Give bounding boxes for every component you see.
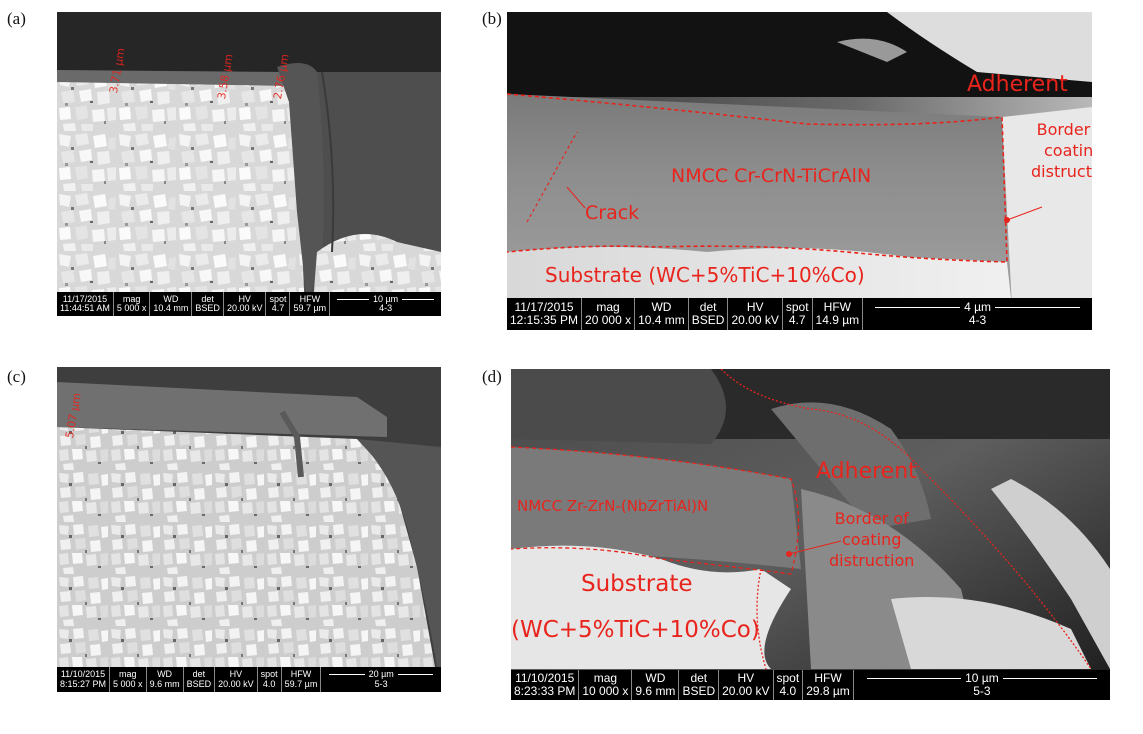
- annotation-crack: Crack: [585, 202, 640, 224]
- annotation-border: Border of coating distruction: [829, 509, 915, 570]
- annotation-substrate-composition: (WC+5%TiC+10%Co): [511, 617, 760, 643]
- sem-databar: 11/17/2015 11:44:51 AM mag 5 000 x WD 10.4 …: [57, 292, 441, 316]
- panel-a-label: (a): [7, 9, 26, 28]
- annotation-border: Border of coating distruction: [1031, 120, 1092, 181]
- annotation-substrate: Substrate (WC+5%TiC+10%Co): [545, 263, 865, 287]
- panel-d-label: (d): [482, 367, 502, 386]
- sem-databar: 11/17/2015 12:15:35 PM mag 20 000 x WD 10.4…: [507, 298, 1092, 330]
- annotation-adherent: Adherent: [967, 72, 1068, 97]
- annotation-coating: NMCC Cr-CrN-TiCrAlN: [671, 165, 872, 187]
- panel-b-image: Adherent Border of coating distruction N…: [507, 12, 1092, 330]
- panel-a-image: 3.71 µm 3.58 µm 2.76 µm 11/17/2015 11:44:…: [57, 12, 441, 316]
- annotation-coating: NMCC Zr-ZrN-(NbZrTiAl)N: [517, 497, 709, 515]
- annotation-adherent: Adherent: [816, 459, 917, 484]
- sem-databar: 11/10/2015 8:15:27 PM mag 5 000 x WD 9.6 mm…: [57, 667, 441, 692]
- panel-b-label: (b): [482, 9, 502, 28]
- annotation-substrate: Substrate: [581, 571, 693, 597]
- sem-databar: 11/10/2015 8:23:33 PM mag 10 000 x WD 9.6 m…: [511, 670, 1110, 700]
- panel-d-image: Adherent NMCC Zr-ZrN-(NbZrTiAl)N Border …: [511, 369, 1110, 700]
- panel-c-image: 5.07 µm 11/10/2015 8:15:27 PM mag 5 000 x …: [57, 367, 441, 692]
- panel-c-label: (c): [7, 367, 26, 386]
